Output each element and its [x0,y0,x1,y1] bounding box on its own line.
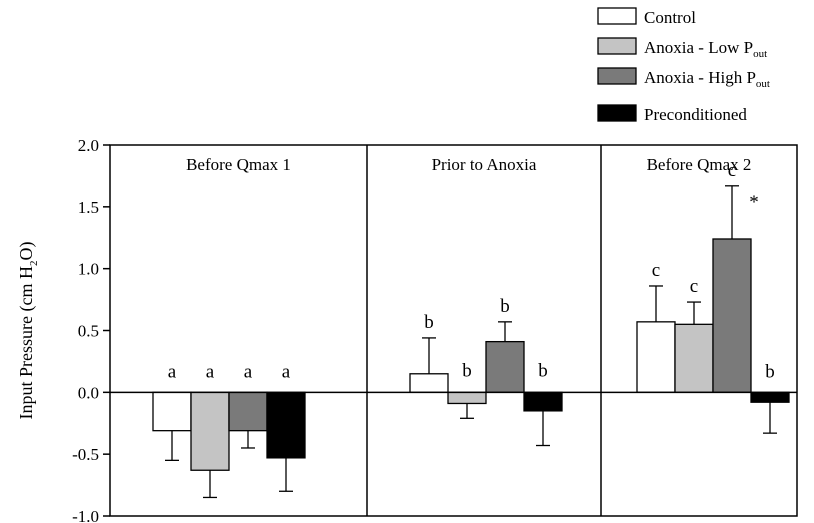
panel: Prior to Anoxia b b b b [366,145,563,516]
significance-label: b [500,296,510,317]
bar [190,391,230,471]
y-axis-title: Input Pressure (cm H2O) [16,242,40,420]
bar [636,321,676,393]
y-tick-label: 0.5 [78,322,99,341]
y-tick-label: 1.5 [78,198,99,217]
bar [409,373,449,393]
y-tick-label: 0.0 [78,383,99,402]
significance-label: a [206,361,215,382]
significance-star: * [749,192,759,213]
legend-item: Anoxia - High Pout [597,67,770,90]
y-tick-label: 1.0 [78,260,99,279]
plot-frame [109,144,798,517]
bar [266,391,306,459]
bar [712,238,752,393]
legend-label: Anoxia - High Pout [644,68,770,90]
significance-label: c [652,260,660,281]
significance-label: b [538,360,548,381]
significance-label: c [728,160,736,181]
bar [485,340,525,393]
panel-title: Before Qmax 1 [186,155,291,174]
significance-label: a [168,361,177,382]
legend-label: Control [644,8,696,27]
legend-item: Anoxia - Low Pout [597,37,767,60]
y-axis-ticks: -1.0 -0.5 0.0 0.5 1.0 1.5 2.0 [72,136,110,523]
legend-label: Anoxia - Low Pout [644,38,767,60]
bar [152,391,192,432]
legend-item: Control [597,7,696,27]
panels: Before Qmax 1 a a a a Prior to Anoxia b b b b Befo… [152,145,790,516]
y-tick-label: 2.0 [78,136,99,155]
legend-swatch [597,104,637,122]
panel-title: Prior to Anoxia [432,155,537,174]
bar [447,391,487,405]
bar [674,323,714,393]
panel: Before Qmax 1 a a a a [152,155,306,499]
legend-swatch [597,7,637,25]
legend-item: Preconditioned [597,104,747,124]
significance-label: b [462,360,472,381]
y-axis-label: Input Pressure (cm H2O) [16,242,40,420]
y-tick-label: -0.5 [72,445,99,464]
significance-label: b [424,312,434,333]
panel-title: Before Qmax 2 [647,155,752,174]
legend-swatch [597,37,637,55]
legend-swatch [597,67,637,85]
bar [228,391,268,432]
bar [523,391,563,412]
y-tick-label: -1.0 [72,507,99,523]
bar [750,391,790,403]
legend-label: Preconditioned [644,105,747,124]
significance-label: b [765,361,775,382]
significance-label: a [244,361,253,382]
significance-label: c [690,276,698,297]
significance-label: a [282,361,291,382]
legend: Control Anoxia - Low Pout Anoxia - High Po… [597,7,770,124]
